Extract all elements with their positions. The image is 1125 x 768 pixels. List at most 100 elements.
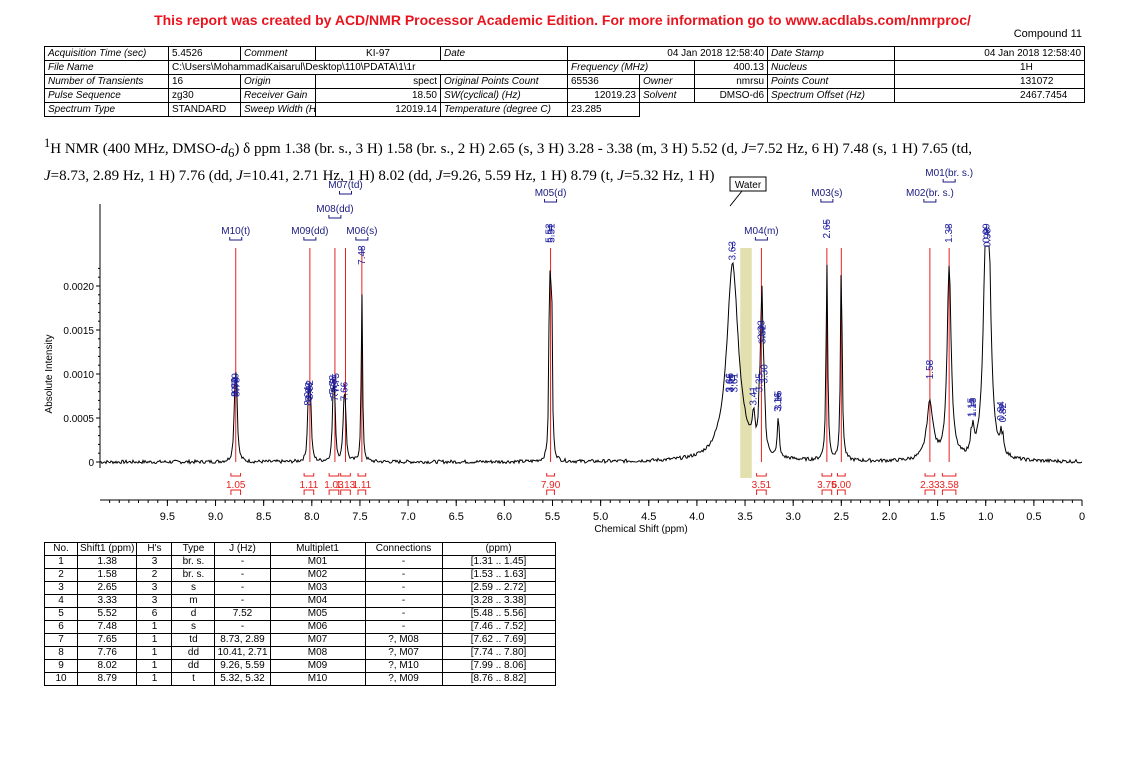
date-value: 04 Jan 2018 12:58:40: [566, 46, 769, 61]
table-cell: 8.02: [76, 659, 138, 673]
solvent-key: Solvent: [639, 88, 695, 103]
peak-table-header-cell: H's: [136, 542, 173, 556]
multiplet-bracket: [942, 179, 956, 183]
empty-cell: [768, 103, 895, 117]
table-cell: ?, M10: [364, 659, 443, 673]
integral-value: 1.13: [336, 480, 356, 491]
table-cell: 5.52: [76, 607, 138, 621]
comment-value: KI-97: [315, 46, 441, 61]
multiplet-label: M02(br. s.): [906, 188, 954, 199]
peak-label: 5.51: [547, 223, 558, 243]
x-tick-label: 4.0: [689, 511, 704, 523]
integral-value: 3.58: [939, 480, 959, 491]
peak-table-header-cell: No.: [44, 542, 78, 556]
integral-bracket-lower: [756, 489, 767, 495]
table-cell: -: [364, 594, 443, 608]
integral-bracket: [546, 473, 555, 477]
peak-label: 3.16: [773, 392, 784, 412]
table-cell: 3.33: [76, 594, 138, 608]
table-row: 9 8.02 1 dd 9.26, 5.59 M09?, M10 [7.99 .. 8.06…: [44, 659, 556, 673]
x-tick-label: 7.0: [400, 511, 415, 523]
multiplet-bracket: [339, 191, 352, 195]
y-tick-label: 0.0005: [63, 414, 94, 425]
file-name-value: C:\Users\MohammadKaisarul\Desktop\110\PD…: [168, 60, 568, 75]
peak-label: 7.76: [330, 381, 341, 401]
peak-label: 1.58: [925, 359, 936, 379]
integral-value: 7.90: [541, 480, 561, 491]
temperature-key: Temperature (degree C): [440, 102, 568, 117]
table-cell: -: [214, 568, 271, 582]
acquisition-table: Acquisition Time (sec) 5.4526 Comment KI…: [44, 46, 1086, 117]
table-cell: [2.59 .. 2.72]: [441, 581, 556, 595]
multiplet-label: M06(s): [346, 226, 377, 237]
x-tick-label: 9.5: [160, 511, 175, 523]
integral-value: 1.05: [226, 480, 246, 491]
peak-table-header-cell: Multiplet1: [269, 542, 366, 556]
original-points-value: 65536: [567, 74, 640, 89]
peak-table-header-cell: J (Hz): [214, 542, 271, 556]
table-cell: 3: [136, 594, 173, 608]
table-cell: [7.62 .. 7.69]: [441, 633, 556, 647]
pulse-key: Pulse Sequence: [44, 88, 169, 103]
sw-key: SW(cyclical) (Hz): [440, 88, 568, 103]
file-name-key: File Name: [44, 60, 169, 75]
nmr-text-c: =7.52 Hz, 6 H) 7.48 (s, 1 H) 7.65 (td,: [748, 141, 972, 157]
integral-value: 3.51: [752, 480, 772, 491]
integral-bracket: [756, 473, 767, 477]
date-stamp-value: 04 Jan 2018 12:58:40: [894, 46, 1086, 61]
integral-bracket: [230, 473, 242, 477]
compound-label: Compound 11: [1013, 28, 1082, 40]
peak-label: 8.78: [232, 377, 243, 397]
points-count-key: Points Count: [767, 74, 896, 89]
y-axis-label: Absolute Intensity: [44, 335, 55, 414]
peak-label: 0.98: [983, 227, 994, 247]
table-cell: 9: [44, 659, 78, 673]
peak-label: 3.35: [754, 373, 765, 393]
multiplet-label: M03(s): [811, 188, 842, 199]
peak-table-header-cell: (ppm): [441, 542, 556, 556]
multiplet-bracket: [544, 199, 558, 203]
y-tick-label: 0.0010: [63, 370, 94, 381]
nmr-text-a: H NMR (400 MHz, DMSO-: [50, 141, 221, 157]
peak-label: 3.61: [729, 373, 740, 393]
table-cell: [8.76 .. 8.82]: [441, 672, 556, 686]
multiplet-bracket: [754, 237, 768, 241]
isotope-superscript: 1: [44, 136, 51, 150]
points-count-value: 131072: [894, 74, 1086, 89]
table-cell: 5.32, 5.32: [214, 672, 271, 686]
spectrum-type-value: STANDARD: [168, 102, 241, 117]
multiplet-bracket: [355, 237, 369, 241]
table-cell: -: [364, 581, 443, 595]
nmr-description: 1H NMR (400 MHz, DMSO-d6) δ ppm 1.38 (br…: [44, 132, 1104, 188]
pulse-value: zg30: [168, 88, 241, 103]
peak-label: 1.13: [968, 397, 979, 417]
frequency-value: 400.13: [693, 60, 769, 75]
integral-bracket-lower: [303, 489, 315, 495]
table-row: 10 8.79 1 t 5.32, 5.32 M10?, M09 [8.76 .. 8.82…: [44, 672, 556, 686]
table-cell: -: [214, 581, 271, 595]
nmr-j1: J: [741, 141, 749, 157]
peak-label: 8.04: [303, 386, 314, 406]
x-tick-label: 2.5: [834, 511, 849, 523]
table-cell: 3: [136, 581, 173, 595]
peak-table-header: No. Shift1 (ppm) H's Type J (Hz) Multiplet1 Co…: [44, 542, 556, 556]
nmr-text-sub: 6: [228, 146, 235, 160]
table-cell: 1: [136, 633, 173, 647]
table-cell: -: [364, 607, 443, 621]
table-cell: br. s.: [171, 555, 216, 569]
table-cell: 1: [44, 555, 78, 569]
water-label-pointer: [729, 190, 743, 207]
offset-value: 2467.7454: [894, 88, 1086, 103]
peak-label: 5.53: [545, 223, 556, 243]
x-tick-label: 2.0: [882, 511, 897, 523]
table-cell: [3.28 .. 3.38]: [441, 594, 556, 608]
table-cell: M03: [269, 581, 366, 595]
x-tick-label: 8.0: [304, 511, 319, 523]
x-tick-label: 5.5: [545, 511, 560, 523]
table-row: 3 2.65 3 s - M03- [2.59 .. 2.72]: [44, 581, 556, 595]
multiplet-label: M10(t): [221, 226, 250, 237]
integral-value: 3.75: [817, 480, 837, 491]
transients-value: 16: [168, 74, 241, 89]
peak-label: 0.84: [996, 401, 1007, 421]
integral-bracket: [941, 473, 957, 477]
